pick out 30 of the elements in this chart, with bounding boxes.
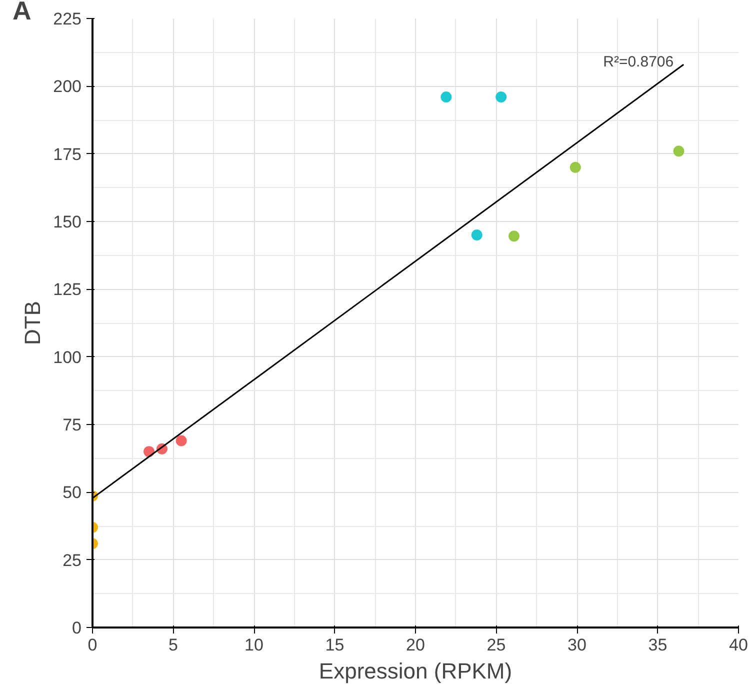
x-tick-label: 25 [486, 636, 506, 654]
y-tick-label: 25 [62, 550, 82, 570]
x-tick-label: 15 [325, 636, 344, 654]
x-tick-label: 0 [88, 636, 98, 654]
y-tick-label: 0 [72, 618, 82, 638]
y-tick-label: 150 [53, 212, 82, 232]
point [176, 435, 187, 446]
point [508, 230, 520, 242]
x-tick-label: 40 [729, 636, 748, 654]
x-tick-label: 35 [648, 636, 668, 654]
y-tick-label: 75 [62, 416, 82, 434]
x-axis-title: Expression (RPKM) [318, 658, 512, 684]
point [496, 92, 507, 102]
y-tick-label: 100 [53, 348, 82, 367]
y-tick-label: 175 [53, 144, 82, 164]
y-tick-label: 225 [53, 10, 82, 28]
y-tick-label: 200 [53, 77, 82, 96]
text: A [12, 0, 32, 26]
annotation: R²=0.8706 [603, 54, 674, 71]
point [673, 146, 684, 157]
y-tick-label: 125 [53, 280, 82, 300]
point [471, 230, 482, 241]
x-tick-label: 20 [406, 636, 425, 654]
x-tick-label: 5 [168, 636, 178, 654]
y-axis-title: DTB [20, 301, 46, 345]
x-tick-label: 10 [244, 636, 264, 654]
x-tick-label: 30 [568, 636, 586, 654]
point [440, 92, 452, 102]
point [570, 162, 581, 173]
y-tick-label: 50 [62, 483, 82, 502]
